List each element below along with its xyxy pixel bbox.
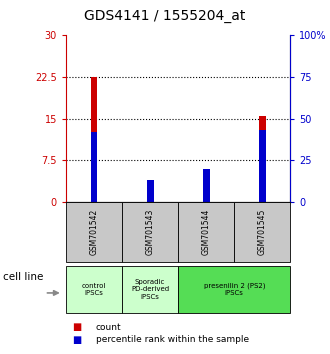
Bar	[178, 266, 290, 313]
Text: cell line: cell line	[3, 272, 44, 282]
Text: control
IPSCs: control IPSCs	[82, 282, 106, 296]
Text: GSM701543: GSM701543	[146, 209, 155, 255]
Text: ■: ■	[73, 322, 82, 332]
Text: GSM701544: GSM701544	[202, 209, 211, 255]
Bar	[259, 130, 266, 202]
Text: presenilin 2 (PS2)
iPSCs: presenilin 2 (PS2) iPSCs	[204, 282, 265, 296]
Bar	[147, 196, 153, 202]
Text: ■: ■	[73, 335, 82, 345]
Bar	[66, 266, 122, 313]
Bar	[147, 180, 153, 202]
Bar	[203, 195, 210, 202]
Text: Sporadic
PD-derived
iPSCs: Sporadic PD-derived iPSCs	[131, 279, 169, 300]
Bar	[203, 169, 210, 202]
Text: GSM701545: GSM701545	[258, 209, 267, 255]
Bar	[122, 202, 178, 262]
Bar	[234, 202, 290, 262]
Bar	[259, 116, 266, 202]
Bar	[91, 77, 97, 202]
Text: GDS4141 / 1555204_at: GDS4141 / 1555204_at	[84, 9, 246, 23]
Text: percentile rank within the sample: percentile rank within the sample	[96, 335, 249, 344]
Text: GSM701542: GSM701542	[89, 209, 99, 255]
Text: count: count	[96, 323, 121, 332]
Bar	[178, 202, 234, 262]
Bar	[66, 202, 122, 262]
Bar	[91, 132, 97, 202]
Bar	[122, 266, 178, 313]
